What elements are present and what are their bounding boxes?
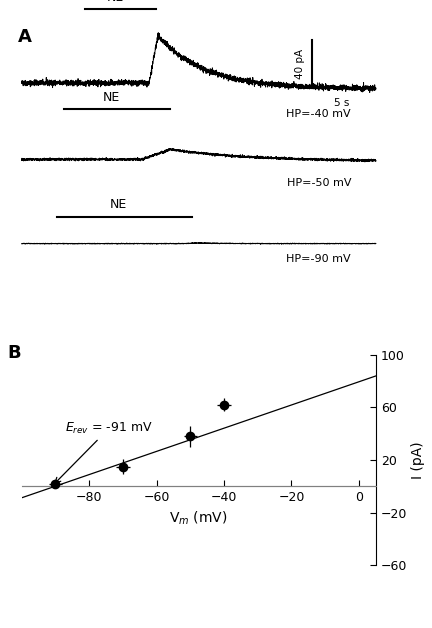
Text: 40 pA: 40 pA (295, 49, 305, 79)
Text: 5 s: 5 s (334, 99, 349, 108)
Text: HP=-40 mV: HP=-40 mV (286, 109, 351, 119)
Text: B: B (7, 344, 21, 362)
Text: $E_{rev}$ = -91 mV: $E_{rev}$ = -91 mV (55, 420, 153, 484)
Text: A: A (18, 28, 32, 46)
Y-axis label: I (pA): I (pA) (411, 441, 425, 479)
Text: HP=-50 mV: HP=-50 mV (286, 178, 351, 188)
Text: NE: NE (103, 90, 121, 104)
Text: NE: NE (110, 198, 127, 212)
Text: HP=-90 mV: HP=-90 mV (286, 254, 351, 264)
Text: NE: NE (107, 0, 124, 4)
X-axis label: V$_m$ (mV): V$_m$ (mV) (169, 510, 228, 527)
